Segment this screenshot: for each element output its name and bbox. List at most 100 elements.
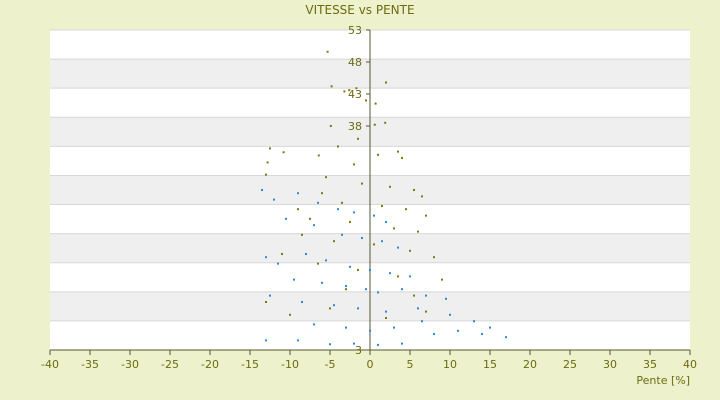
x-tick-label: 20: [523, 358, 537, 371]
data-point: [329, 343, 331, 346]
data-point: [301, 233, 303, 236]
data-point: [421, 195, 423, 198]
data-point: [381, 205, 383, 207]
data-point: [343, 90, 346, 93]
data-point: [349, 221, 351, 223]
data-point: [317, 262, 319, 265]
data-point: [505, 336, 507, 339]
data-point: [348, 89, 351, 92]
x-tick-label: -15: [241, 358, 259, 371]
data-point: [321, 192, 323, 195]
data-point: [265, 256, 267, 259]
data-point: [273, 198, 275, 201]
data-point: [289, 313, 291, 316]
x-axis: -40 -35 -30 -25 -20 -15 -10 -5 0 5 10 15 20 25 30 35 40: [41, 349, 697, 371]
data-point: [381, 240, 383, 243]
data-point: [433, 256, 435, 259]
x-tick-label: -5: [325, 358, 336, 371]
data-point: [325, 259, 327, 262]
data-point: [405, 208, 407, 211]
data-point: [385, 81, 387, 84]
y-tick-label: 3: [355, 344, 362, 357]
data-point: [313, 224, 315, 227]
x-tick-label: -40: [41, 358, 59, 371]
data-point: [421, 320, 423, 323]
data-point: [357, 307, 359, 310]
data-point: [401, 288, 403, 291]
data-point: [425, 310, 427, 313]
data-point: [393, 326, 395, 329]
data-point: [385, 310, 387, 313]
data-point: [377, 153, 379, 156]
x-tick-label: 10: [443, 358, 457, 371]
data-point: [377, 343, 379, 346]
data-point: [353, 163, 355, 166]
data-point: [397, 275, 399, 278]
data-point: [397, 150, 399, 153]
data-point: [425, 214, 427, 217]
data-point: [369, 269, 371, 271]
data-point: [317, 201, 319, 204]
data-point: [489, 326, 491, 329]
data-point: [385, 317, 387, 319]
data-point: [397, 246, 399, 249]
x-tick-label: -25: [161, 358, 179, 371]
data-point: [457, 329, 459, 332]
data-point: [330, 85, 333, 88]
data-point: [353, 342, 355, 345]
data-point: [361, 182, 363, 185]
data-point: [401, 342, 403, 345]
data-points: [261, 50, 507, 346]
data-point: [337, 145, 339, 148]
x-tick-label: -30: [121, 358, 139, 371]
y-tick-label: 48: [348, 56, 362, 69]
x-tick-label: 40: [683, 358, 697, 371]
data-point: [313, 323, 315, 326]
data-point: [337, 208, 339, 211]
data-point: [345, 288, 347, 291]
data-point: [285, 217, 287, 220]
data-point: [357, 137, 359, 140]
data-point: [373, 243, 375, 246]
x-tick-label: 5: [407, 358, 414, 371]
data-point: [293, 278, 295, 281]
data-point: [373, 214, 375, 217]
data-point: [333, 240, 335, 243]
data-point: [417, 230, 419, 233]
data-point: [341, 201, 343, 204]
data-point: [389, 185, 391, 188]
data-point: [333, 304, 335, 307]
data-point: [413, 189, 415, 191]
x-tick-label: 15: [483, 358, 497, 371]
data-point: [385, 221, 387, 223]
data-point: [384, 121, 387, 124]
y-axis-ticks: 3 38 43 48 53: [348, 24, 370, 357]
data-point: [365, 288, 367, 291]
x-axis-label: Pente [%]: [636, 374, 690, 387]
data-point: [341, 233, 343, 236]
data-point: [282, 151, 285, 154]
data-point: [473, 320, 475, 323]
data-point: [265, 339, 267, 342]
data-point: [377, 291, 379, 294]
x-tick-label: -35: [81, 358, 99, 371]
data-point: [369, 329, 371, 332]
chart-title: VITESSE vs PENTE: [305, 3, 414, 17]
data-point: [297, 192, 299, 195]
y-tick-label: 38: [348, 120, 362, 133]
data-point: [389, 272, 391, 275]
data-point: [269, 147, 271, 150]
data-point: [326, 50, 329, 53]
data-point: [345, 285, 347, 287]
data-point: [325, 176, 327, 179]
data-point: [373, 123, 376, 126]
data-point: [265, 301, 267, 303]
data-point: [321, 281, 323, 284]
data-point: [357, 269, 359, 271]
data-point: [297, 339, 299, 342]
data-point: [433, 333, 435, 335]
y-tick-label: 53: [348, 24, 362, 37]
data-point: [345, 326, 347, 329]
data-point: [365, 99, 367, 102]
